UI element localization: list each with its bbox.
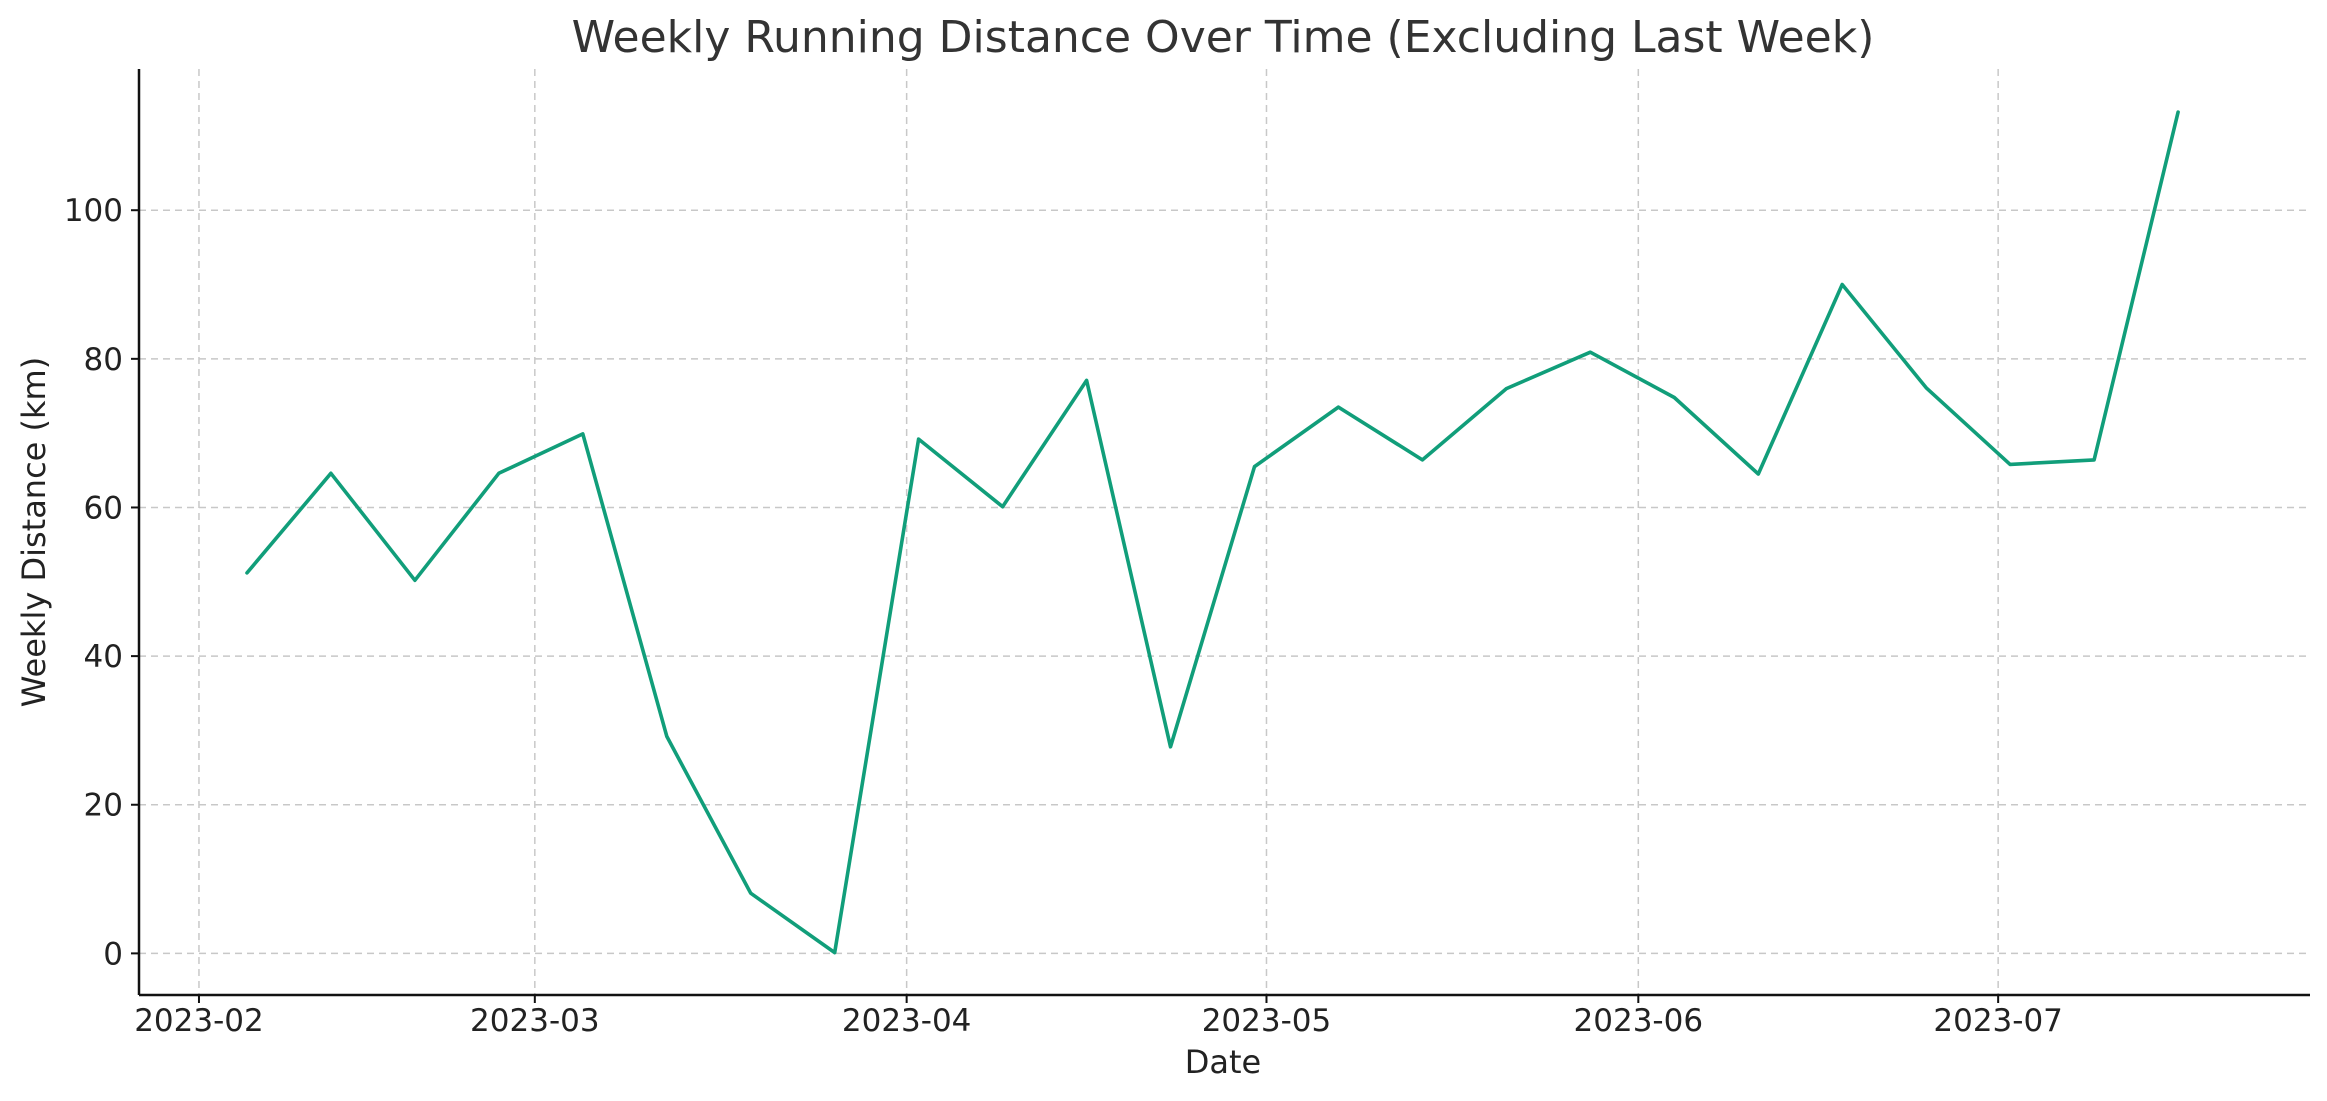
y-tick-label: 60	[84, 490, 123, 526]
x-tick-label: 2023-07	[1933, 1003, 2063, 1039]
chart-title: Weekly Running Distance Over Time (Exclu…	[572, 12, 1875, 63]
x-tick-label: 2023-02	[134, 1003, 264, 1039]
y-tick-label: 0	[103, 936, 123, 972]
x-tick-label: 2023-03	[470, 1003, 600, 1039]
tick-group: 2023-02 2023-03 2023-04 2023-05 2023-06 2023-…	[64, 193, 2063, 1039]
series-line	[245, 110, 2180, 955]
y-tick-label: 80	[84, 342, 123, 378]
x-tick-label: 2023-06	[1574, 1003, 1704, 1039]
y-tick-label: 20	[84, 788, 123, 824]
y-axis-label: Weekly Distance (km)	[15, 357, 53, 707]
x-tick-label: 2023-05	[1202, 1003, 1332, 1039]
x-axis-label: Date	[1185, 1043, 1261, 1081]
grid	[139, 69, 2310, 995]
y-tick-label: 40	[84, 639, 123, 675]
series-group	[245, 110, 2180, 955]
y-tick-label: 100	[64, 193, 123, 229]
axes	[137, 69, 2310, 997]
x-tick-label: 2023-04	[842, 1003, 972, 1039]
